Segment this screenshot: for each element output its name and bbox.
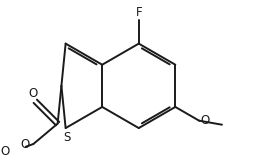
Text: O: O <box>28 87 38 100</box>
Text: O: O <box>201 114 210 127</box>
Text: O: O <box>1 145 10 158</box>
Text: O: O <box>21 138 30 151</box>
Text: S: S <box>63 131 70 144</box>
Text: F: F <box>136 6 142 19</box>
